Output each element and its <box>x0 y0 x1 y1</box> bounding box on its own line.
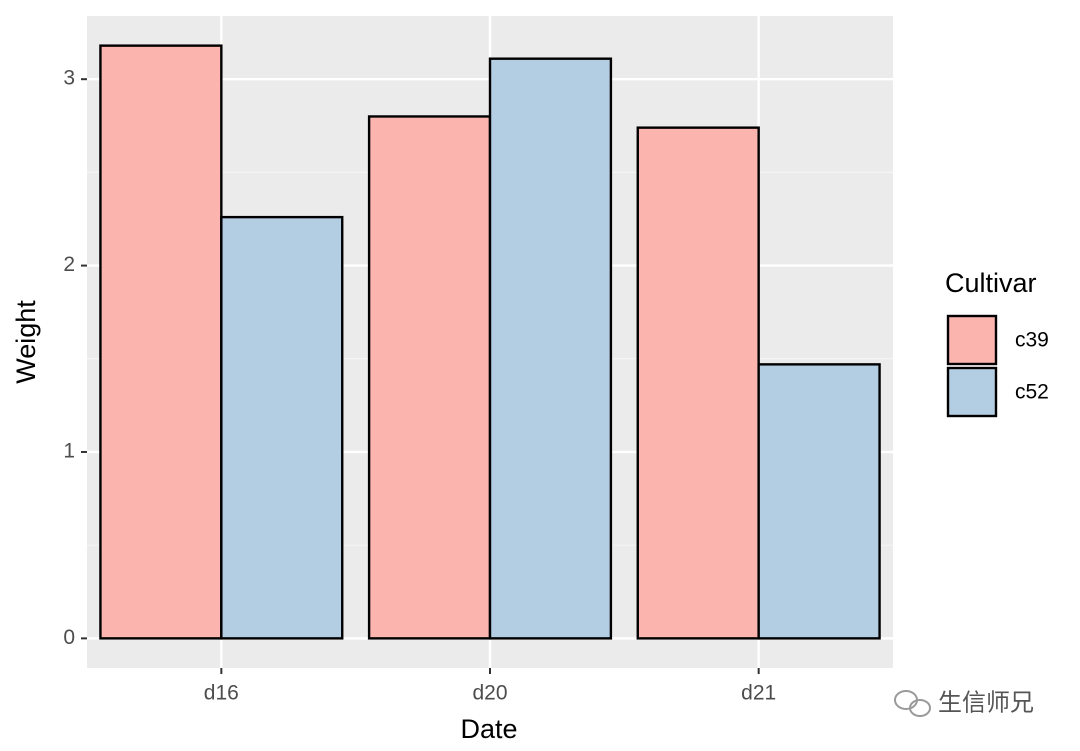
bar <box>367 115 492 640</box>
legend-title: Cultivar <box>945 268 1037 298</box>
y-tick-label: 0 <box>63 626 75 649</box>
bar <box>636 126 760 640</box>
bar <box>757 363 881 640</box>
bar <box>488 57 613 640</box>
legend-label: c39 <box>1015 329 1049 352</box>
legend-key <box>946 366 998 418</box>
x-tick-label: d20 <box>472 682 507 705</box>
x-tick-label: d21 <box>741 682 776 705</box>
legend-key <box>946 314 998 366</box>
watermark-icon <box>894 690 931 717</box>
bar <box>99 44 223 640</box>
y-tick-label: 1 <box>63 440 75 463</box>
y-tick-label: 3 <box>63 67 75 90</box>
y-axis-label: Weight <box>11 300 41 384</box>
legend-label: c52 <box>1015 381 1049 404</box>
bar <box>220 215 344 640</box>
watermark: 生信师兄 <box>938 689 1034 716</box>
x-axis-label: Date <box>460 714 517 744</box>
x-tick-label: d16 <box>204 682 239 705</box>
y-tick-label: 2 <box>63 253 75 276</box>
